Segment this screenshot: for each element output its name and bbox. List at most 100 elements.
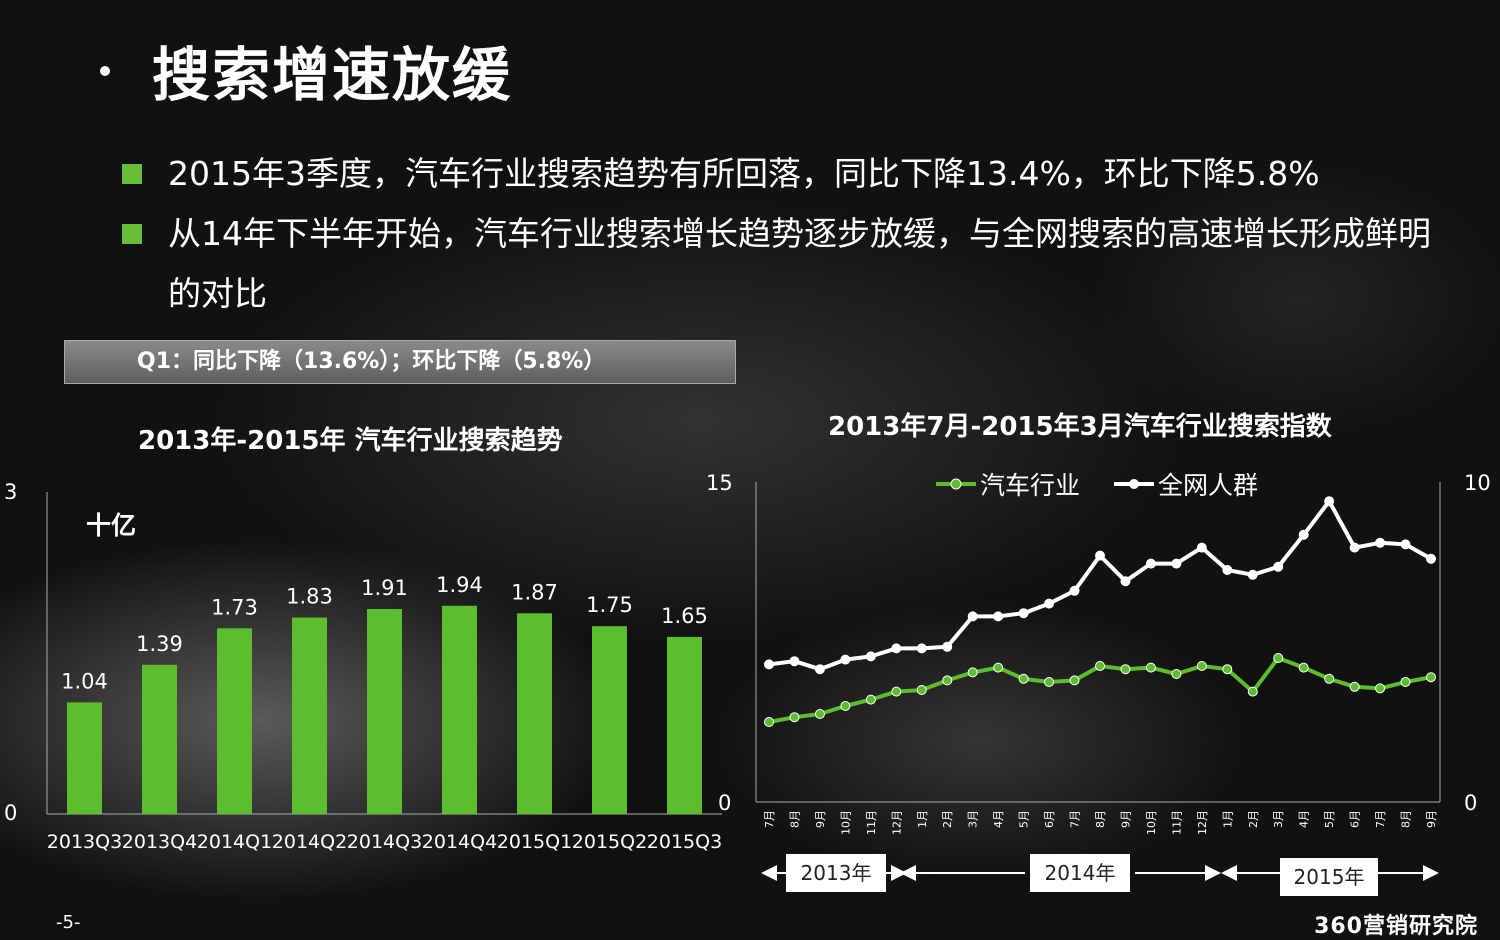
bullet-item-2: 从14年下半年开始，汽车行业搜索增长趋势逐步放缓，与全网搜索的高速增长形成鲜明 — [122, 204, 1452, 264]
series-1-point — [967, 611, 978, 622]
series-0-point — [942, 675, 953, 686]
month-tick-label: 12月 — [1196, 810, 1209, 835]
series-0-point — [1196, 661, 1207, 671]
bar-category-label: 2014Q3 — [347, 831, 422, 853]
square-bullet-icon — [122, 164, 142, 184]
legend-all-users: 全网人群 — [1114, 471, 1258, 500]
month-tick-label: 6月 — [1349, 810, 1362, 828]
bullet-item-1: 2015年3季度，汽车行业搜索趋势有所回落，同比下降13.4%，环比下降5.8% — [122, 144, 1452, 204]
series-0-point — [1273, 653, 1284, 663]
year-box-2013: 2013年 — [786, 854, 886, 892]
series-0-point — [814, 709, 825, 719]
bullet-dot-icon — [100, 65, 110, 76]
line-right-tick-top: 10 — [1464, 471, 1491, 495]
bar-2013Q3 — [67, 702, 102, 814]
series-1-point — [1324, 496, 1335, 507]
bar-left-tick-bottom: 0 — [4, 801, 17, 825]
bar-chart-title: 2013年-2015年 汽车行业搜索趋势 — [138, 426, 563, 456]
bar-2015Q3 — [667, 636, 702, 814]
month-tick-label: 7月 — [1069, 810, 1082, 828]
bar-value-label: 1.87 — [511, 580, 558, 604]
month-tick-label: 9月 — [1119, 810, 1132, 828]
month-tick-label: 12月 — [890, 810, 903, 835]
bar-left-tick-top: 3 — [4, 480, 17, 504]
month-tick-label: 3月 — [1272, 810, 1285, 828]
series-0-point — [1018, 673, 1029, 684]
legend-label-all: 全网人群 — [1158, 471, 1258, 500]
series-0-point — [1222, 664, 1233, 675]
bar-right-tick-top: 15 — [706, 471, 733, 495]
line-right-tick-bottom: 0 — [1464, 791, 1477, 815]
series-1-point — [1095, 550, 1105, 561]
q1-summary-banner: Q1：同比下降（13.6%）；环比下降（5.8%） — [64, 340, 736, 384]
series-0-point — [993, 662, 1004, 673]
series-1-point — [1196, 542, 1207, 553]
bar-category-label: 2013Q3 — [47, 831, 122, 853]
year-box-2014: 2014年 — [1030, 854, 1130, 892]
month-tick-label: 2月 — [1247, 810, 1260, 828]
series-0-point — [1120, 664, 1131, 675]
series-1-point — [1247, 569, 1258, 580]
series-0-point — [1171, 669, 1182, 679]
bar-category-label: 2015Q3 — [647, 831, 722, 853]
bar-value-label: 1.65 — [661, 604, 708, 628]
bar-unit-label: 十亿 — [86, 511, 136, 540]
bar-value-label: 1.75 — [586, 593, 633, 617]
bar-2013Q4 — [142, 664, 177, 814]
bar-2015Q2 — [592, 626, 627, 814]
slide-title: 搜索增速放缓 — [100, 28, 512, 112]
month-tick-label: 1月 — [1221, 810, 1234, 828]
bar-value-label: 1.83 — [286, 585, 333, 609]
month-tick-label: 8月 — [1400, 810, 1413, 828]
bar-value-label: 1.04 — [61, 669, 108, 693]
line-chart: 15 0 10 0 汽车行业 全网人群 7月8月9月10月11月12月1月2月3… — [755, 471, 1491, 835]
series-1-point — [865, 651, 876, 662]
series-1-point — [1222, 565, 1233, 575]
month-tick-label: 1月 — [916, 810, 929, 828]
series-1-point — [1145, 558, 1156, 569]
bar-value-label: 1.39 — [136, 632, 183, 656]
series-0-point — [764, 717, 774, 727]
bar-chart: 3 0 15 0 十亿 1.04 2013Q3 1.39 2013Q4 1.73 2014… — [4, 471, 733, 853]
series-1-point — [916, 643, 927, 654]
series-1-point — [1120, 576, 1131, 587]
month-tick-label: 9月 — [814, 810, 827, 828]
legend-auto-industry: 汽车行业 — [936, 471, 1080, 500]
brand-logo: 360营销研究院 — [1314, 914, 1478, 939]
series-0-point — [865, 694, 876, 705]
series-0-point — [1375, 683, 1386, 694]
bar-value-label: 1.94 — [436, 573, 483, 597]
series-0-point — [840, 701, 851, 711]
series-1-point — [814, 664, 825, 675]
series-1-point — [1400, 539, 1411, 550]
series-0-point — [1298, 662, 1309, 673]
bar-2014Q4 — [442, 605, 477, 814]
series-0-point — [1349, 681, 1360, 692]
series-1-point — [891, 643, 902, 654]
series-1-point — [1273, 561, 1284, 572]
series-0-point — [1069, 675, 1080, 686]
series-0-point — [1426, 672, 1436, 683]
bar-category-label: 2014Q2 — [272, 831, 347, 853]
bar-category-label: 2015Q2 — [572, 831, 647, 853]
month-tick-label: 10月 — [1145, 810, 1158, 835]
series-0-point — [1044, 677, 1055, 687]
square-bullet-icon — [122, 224, 142, 244]
series-0-point — [891, 686, 902, 697]
year-box-2015: 2015年 — [1280, 858, 1378, 896]
bar-value-label: 1.73 — [211, 595, 258, 619]
bar-category-label: 2015Q1 — [497, 831, 572, 853]
bar-2015Q1 — [517, 613, 552, 814]
series-1-point — [840, 654, 851, 665]
bar-category-label: 2013Q4 — [122, 831, 197, 853]
series-1-point — [1171, 558, 1182, 569]
month-tick-label: 9月 — [1425, 810, 1438, 828]
bar-category-label: 2014Q1 — [197, 831, 272, 853]
series-0-point — [1145, 662, 1156, 673]
month-tick-label: 10月 — [839, 810, 852, 835]
month-tick-label: 8月 — [788, 810, 801, 828]
bar-2014Q1 — [217, 628, 252, 814]
bar-2014Q2 — [292, 617, 327, 814]
line-chart-title: 2013年7月-2015年3月汽车行业搜索指数 — [828, 412, 1332, 442]
month-tick-label: 11月 — [1170, 810, 1183, 835]
